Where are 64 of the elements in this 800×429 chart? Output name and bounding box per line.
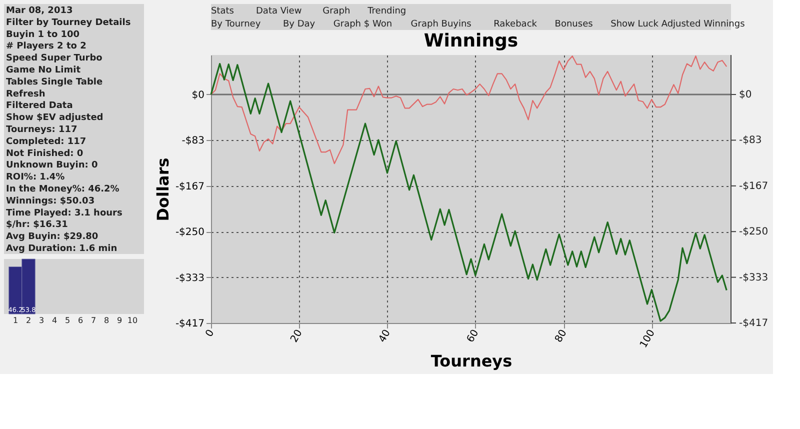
y-tick-label: -$250	[175, 227, 204, 238]
line-series	[210, 56, 728, 164]
x-tick-label: 6	[78, 316, 84, 325]
line-series	[210, 62, 728, 322]
text: Graph	[322, 6, 350, 16]
x-tick-label: 7	[90, 316, 96, 325]
y-tick-label: $0	[192, 90, 204, 101]
text: Tourneys: 117	[6, 125, 78, 135]
text: Buyin 1 to 100	[6, 30, 80, 40]
x-tick-label: 3	[38, 316, 44, 325]
text: ROI%: 1.4%	[6, 172, 65, 183]
x-tick-label: 5	[64, 316, 70, 325]
text: Completed: 117	[6, 136, 86, 147]
text: Avg Duration: 1.6 min	[6, 244, 118, 254]
y-tick-label: -$417	[175, 318, 204, 330]
text: Show Luck Adjusted Winnings	[610, 20, 746, 30]
text: Graph $ Won	[333, 20, 392, 30]
text: Trending	[366, 6, 406, 16]
text: # Players 2 to 2	[6, 42, 86, 52]
text: $/hr: $16.31	[6, 220, 68, 230]
y-tick-label: -$333	[175, 272, 204, 284]
text: In the Money%: 46.2%	[6, 184, 120, 195]
x-tick-label: 10	[127, 316, 138, 325]
text: By Tourney	[211, 20, 262, 30]
text: By Day	[283, 20, 316, 30]
x-tick-label: 60	[465, 328, 482, 345]
text: Stats	[211, 6, 234, 16]
y2-tick-label: -$250	[739, 226, 768, 238]
x-axis-title: Tourneys	[430, 352, 512, 371]
text: Avg Buyin: $29.80	[6, 232, 98, 242]
x-tick-label: 20	[288, 328, 305, 345]
x-tick-label: 2	[26, 316, 32, 325]
x-tick-label: 80	[553, 328, 570, 345]
x-tick-label: 0	[204, 328, 217, 340]
y2-tick-label: -$83	[739, 135, 762, 146]
text: Filter by Tourney Details	[6, 18, 131, 28]
text: Winnings: $50.03	[6, 196, 95, 206]
text: Tables Single Table	[6, 77, 103, 88]
x-tick-label: 1	[12, 316, 18, 325]
x-tick-label: 40	[377, 328, 393, 345]
x-tick-label: 4	[52, 316, 58, 325]
text: Filtered Data	[6, 101, 73, 112]
y2-tick-label: -$333	[739, 272, 768, 284]
text: Refresh	[6, 89, 46, 100]
text: Game No Limit	[6, 65, 82, 76]
text: Graph Buyins	[410, 20, 472, 30]
text: Not Finished: 0	[6, 148, 84, 159]
text: Time Played: 3.1 hours	[6, 208, 122, 218]
y-tick-label: -$167	[175, 181, 204, 192]
text: Mar 08, 2013	[6, 6, 73, 16]
text: Speed Super Turbo	[6, 54, 102, 64]
y-axis-title: Dollars	[153, 158, 172, 222]
chart-title: Winnings	[424, 30, 518, 52]
text: Unknown Buyin: 0	[6, 160, 98, 171]
y2-tick-label: -$417	[739, 318, 768, 329]
y2-tick-label: $0	[739, 89, 752, 100]
x-tick-label: 9	[116, 316, 122, 325]
text: Show $EV adjusted	[6, 113, 104, 124]
text: Rakeback	[494, 20, 538, 30]
y2-tick-label: -$167	[739, 180, 768, 192]
text: Bonuses	[554, 20, 594, 30]
text: Data View	[256, 6, 302, 16]
y-tick-label: -$83	[182, 136, 204, 147]
x-tick-label: 8	[104, 316, 110, 325]
